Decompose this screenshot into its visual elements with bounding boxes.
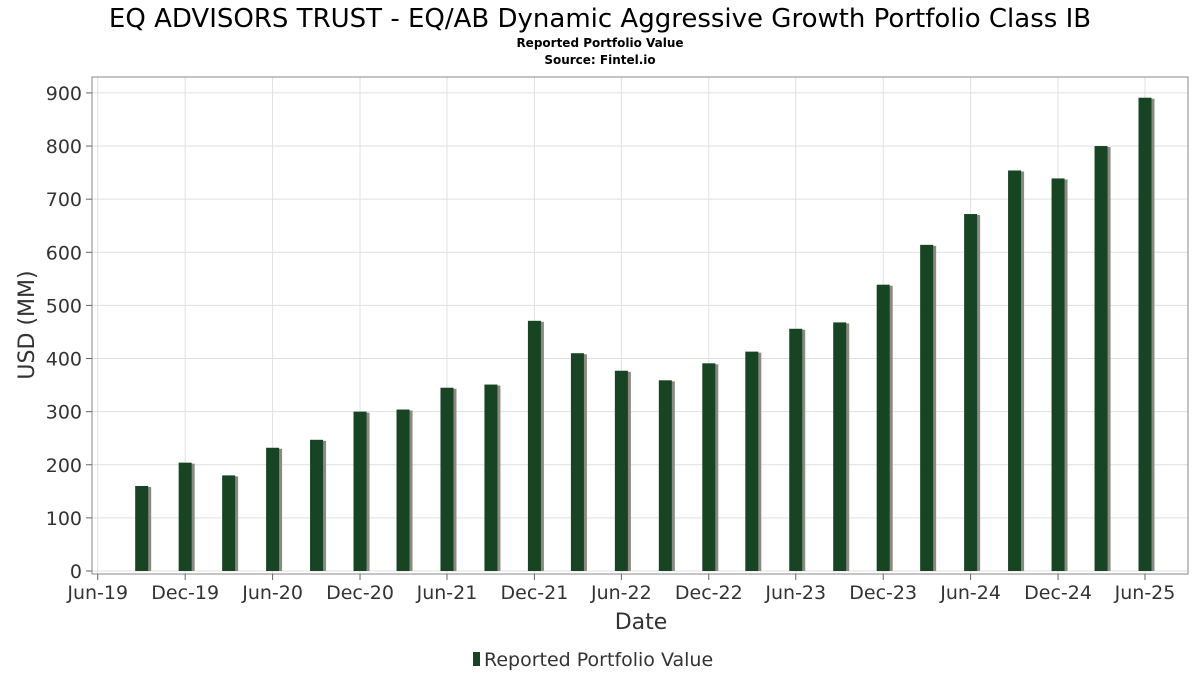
x-tick-label: Dec-19 [151,582,219,604]
chart-title: EQ ADVISORS TRUST - EQ/AB Dynamic Aggres… [109,4,1091,34]
x-tick-label: Dec-24 [1024,582,1092,604]
bar [920,244,934,571]
x-tick-label: Dec-23 [849,582,917,604]
bar [964,214,978,571]
y-tick-label: 700 [46,189,82,211]
bar [1138,97,1152,571]
bar [1051,178,1065,571]
bar [396,409,410,571]
legend-swatch [473,652,480,666]
x-tick-label: Dec-22 [675,582,743,604]
bar [222,475,236,571]
bar [135,486,149,571]
bars-group [135,97,1155,572]
bar [1094,146,1108,571]
bar [353,411,367,571]
legend-label: Reported Portfolio Value [484,649,713,671]
bar [614,370,628,571]
x-tick-label: Dec-21 [501,582,569,604]
x-tick-label: Jun-22 [590,582,652,604]
y-axis-label: USD (MM) [15,270,40,379]
y-tick-label: 400 [46,349,82,371]
bar [1008,170,1022,572]
y-tick-label: 500 [46,295,82,317]
legend: Reported Portfolio Value [473,649,713,671]
y-tick-label: 200 [46,455,82,477]
y-tick-label: 600 [46,242,82,264]
y-tick-label: 0 [70,561,82,583]
bar [570,353,584,571]
bar [527,320,541,571]
bar [833,322,847,571]
y-tick-label: 100 [46,508,82,530]
plot-area [91,76,1189,575]
chart-source: Source: Fintel.io [544,53,655,67]
x-axis-label: Date [615,610,668,635]
x-tick-label: Jun-24 [939,582,1001,604]
y-tick-label: 300 [46,402,82,424]
bar [310,439,324,571]
x-tick-label: Jun-20 [241,582,303,604]
x-tick-label: Dec-20 [326,582,394,604]
bar [266,447,280,571]
x-tick-label: Jun-23 [764,582,826,604]
bar [178,462,192,571]
x-axis-ticks: Jun-19 Dec-19 Jun-20 Dec-20 Jun-21 Dec-21 Jun-… [66,574,1175,604]
y-axis-ticks: 0 100 200 300 400 500 600 700 800 900 [46,83,92,583]
bar [440,387,454,571]
bar [789,328,803,571]
bar [702,363,716,571]
bar [745,351,759,571]
bar [484,384,498,571]
bar [876,284,890,571]
chart-subtitle: Reported Portfolio Value [516,36,683,50]
y-tick-label: 800 [46,136,82,158]
y-tick-label: 900 [46,83,82,105]
x-tick-label: Jun-25 [1114,582,1176,604]
bar [658,380,672,571]
x-tick-label: Jun-21 [416,582,478,604]
x-tick-label: Jun-19 [66,582,128,604]
